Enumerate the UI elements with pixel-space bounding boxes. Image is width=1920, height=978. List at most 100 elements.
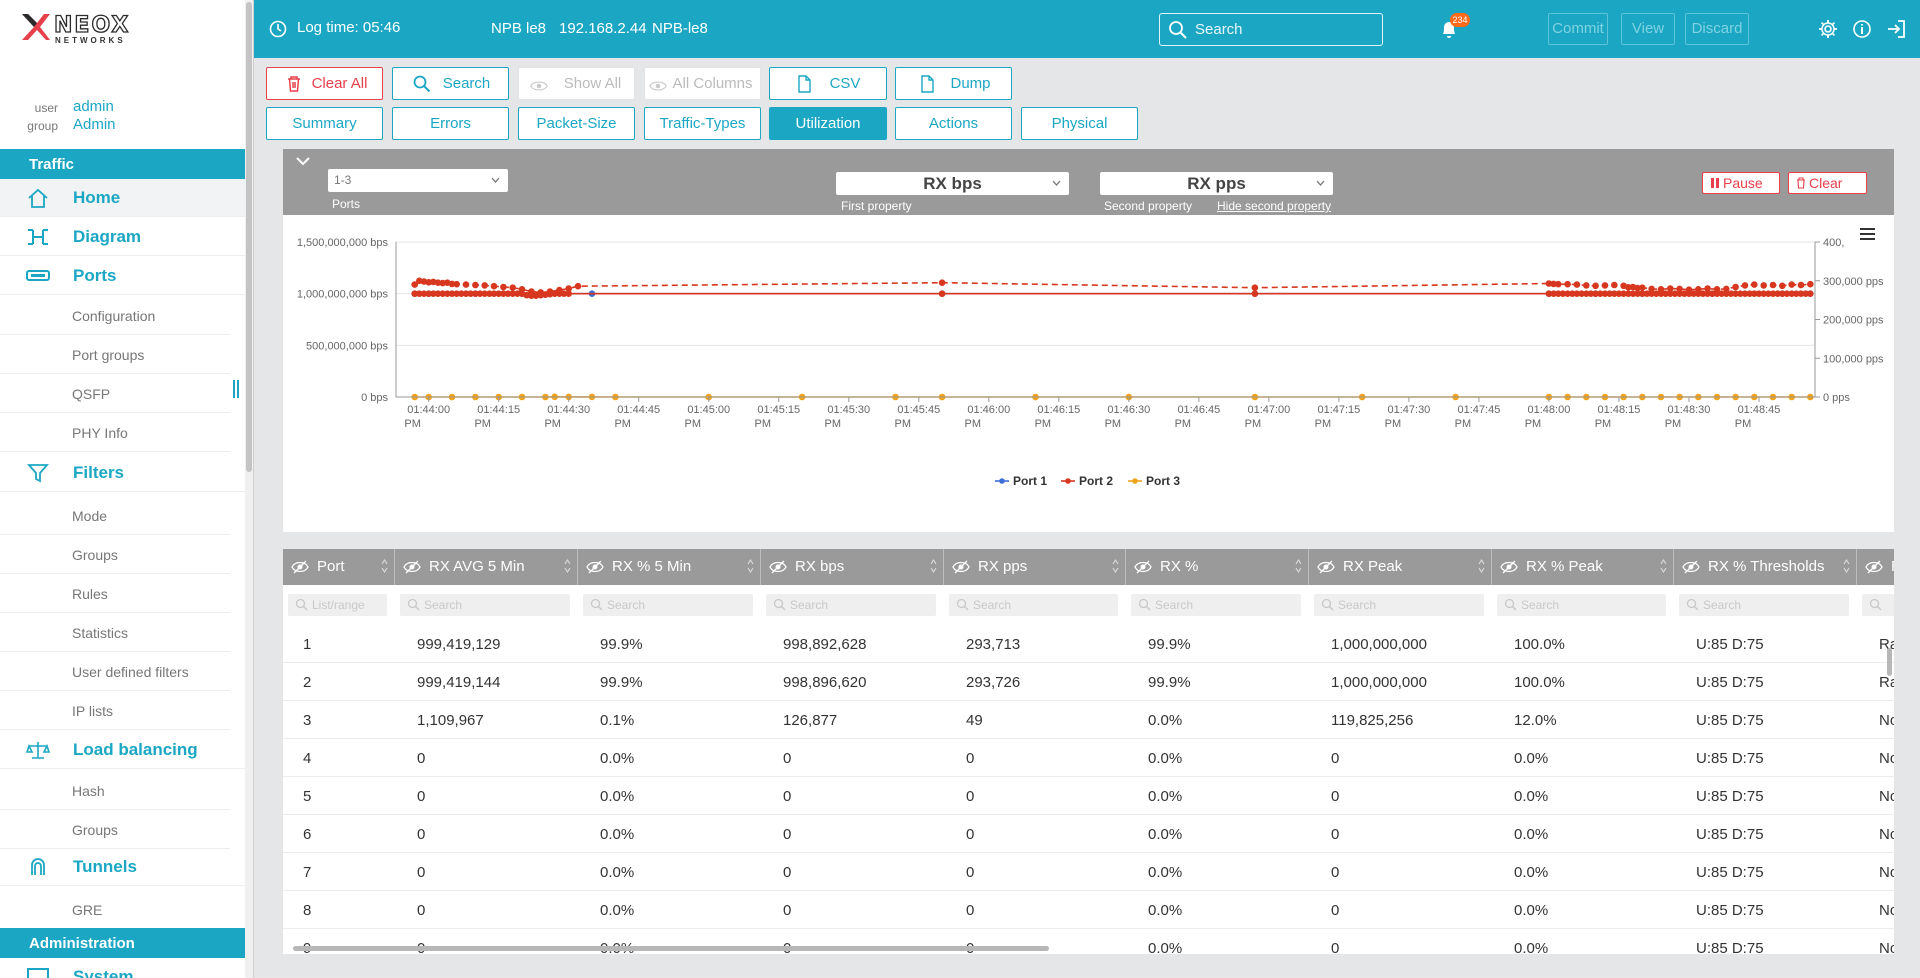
table-row[interactable]: 7 0 0.0% 0 0 0.0% 0 0.0% U:85 D:75 Nor <box>283 853 1894 891</box>
sidebar-item-filters[interactable]: Filters <box>0 454 248 492</box>
chart-clear-button[interactable]: Clear <box>1788 172 1867 194</box>
sort-icon[interactable] <box>564 558 571 574</box>
sidebar-subitem-port-groups[interactable]: Port groups <box>0 335 230 374</box>
show-all-button[interactable]: Show All <box>518 67 635 100</box>
sidebar-scrollbar[interactable] <box>245 0 253 978</box>
tab-physical[interactable]: Physical <box>1021 107 1138 140</box>
table-row[interactable]: 3 1,109,967 0.1% 126,877 49 0.0% 119,825,256 12… <box>283 701 1894 739</box>
column-header[interactable]: RX AVG 5 Min <box>395 549 578 585</box>
sort-icon[interactable] <box>747 558 754 574</box>
sort-icon[interactable] <box>930 558 937 574</box>
notification-badge[interactable]: 234 <box>1450 13 1470 27</box>
tab-errors[interactable]: Errors <box>392 107 509 140</box>
column-filter-input[interactable]: Search <box>1131 594 1301 616</box>
eye-slash-icon[interactable] <box>1317 560 1335 574</box>
csv-button[interactable]: CSV <box>769 67 887 100</box>
table-row[interactable]: 4 0 0.0% 0 0 0.0% 0 0.0% U:85 D:75 Nor <box>283 739 1894 777</box>
eye-slash-icon[interactable] <box>1865 560 1883 574</box>
all-columns-button[interactable]: All Columns <box>644 67 761 100</box>
column-filter-input[interactable]: Search <box>1314 594 1484 616</box>
column-filter-input[interactable]: Search <box>949 594 1118 616</box>
eye-slash-icon[interactable] <box>952 560 970 574</box>
discard-button[interactable]: Discard <box>1685 13 1749 45</box>
sidebar-subitem-mode[interactable]: Mode <box>0 496 230 535</box>
logout-icon[interactable] <box>1886 19 1906 39</box>
column-header[interactable]: RX <box>1857 549 1894 585</box>
info-icon[interactable] <box>1852 19 1872 39</box>
sidebar-subitem-ip-lists[interactable]: IP lists <box>0 691 230 730</box>
sidebar-subitem-lb-groups[interactable]: Groups <box>0 810 230 849</box>
sidebar-item-load-balancing[interactable]: Load balancing <box>0 731 248 769</box>
gear-icon[interactable] <box>1818 19 1838 39</box>
column-header[interactable]: RX pps <box>944 549 1126 585</box>
global-search-input[interactable] <box>1195 14 1379 45</box>
chevron-down-icon[interactable] <box>295 155 311 167</box>
traffic-section-header[interactable]: Traffic <box>0 149 248 179</box>
chart-legend[interactable]: Port 1 Port 2 Port 3 <box>995 474 1180 488</box>
sidebar-subitem-user-defined-filters[interactable]: User defined filters <box>0 652 230 691</box>
dump-button[interactable]: Dump <box>895 67 1012 100</box>
eye-slash-icon[interactable] <box>769 560 787 574</box>
tab-utilization[interactable]: Utilization <box>769 107 887 140</box>
chart-menu-icon[interactable] <box>1860 228 1875 240</box>
hide-second-property-link[interactable]: Hide second property <box>1217 199 1332 213</box>
sidebar-subitem-gre[interactable]: GRE <box>0 890 230 929</box>
commit-button[interactable]: Commit <box>1548 13 1608 45</box>
table-row[interactable]: 2 999,419,144 99.9% 998,896,620 293,726 99.9%… <box>283 663 1894 701</box>
sidebar-item-diagram[interactable]: Diagram <box>0 218 248 256</box>
table-horizontal-scrollbar[interactable] <box>283 944 1894 954</box>
table-row[interactable]: 8 0 0.0% 0 0 0.0% 0 0.0% U:85 D:75 Nor <box>283 891 1894 929</box>
sort-icon[interactable] <box>1478 558 1485 574</box>
user-value[interactable]: admin <box>73 98 114 115</box>
column-header[interactable]: RX % Peak <box>1492 549 1674 585</box>
sort-icon[interactable] <box>1843 558 1850 574</box>
sidebar-subitem-hash[interactable]: Hash <box>0 771 230 810</box>
eye-slash-icon[interactable] <box>586 560 604 574</box>
sidebar-subitem-qsfp[interactable]: QSFP <box>0 374 230 413</box>
sidebar-scrollbar-thumb[interactable] <box>246 2 252 472</box>
sort-icon[interactable] <box>381 558 388 574</box>
sidebar-subitem-groups[interactable]: Groups <box>0 535 230 574</box>
bell-icon[interactable] <box>1440 19 1458 39</box>
column-filter-input[interactable] <box>1862 594 1894 616</box>
search-button[interactable]: Search <box>392 67 509 100</box>
pause-button[interactable]: Pause <box>1702 172 1780 194</box>
column-header[interactable]: RX % 5 Min <box>578 549 761 585</box>
table-vertical-scrollbar-thumb[interactable] <box>1887 648 1892 676</box>
eye-slash-icon[interactable] <box>1500 560 1518 574</box>
tab-summary[interactable]: Summary <box>266 107 383 140</box>
tab-traffic-types[interactable]: Traffic-Types <box>644 107 761 140</box>
sort-icon[interactable] <box>1295 558 1302 574</box>
table-row[interactable]: 1 999,419,129 99.9% 998,892,628 293,713 99.9%… <box>283 625 1894 663</box>
column-filter-input[interactable]: List/range <box>288 594 387 616</box>
sidebar-item-home[interactable]: Home <box>0 179 248 217</box>
view-button[interactable]: View <box>1621 13 1675 45</box>
sidebar-item-tunnels[interactable]: Tunnels <box>0 848 248 886</box>
column-filter-input[interactable]: Search <box>1679 594 1849 616</box>
column-header[interactable]: RX bps <box>761 549 944 585</box>
table-horizontal-scrollbar-thumb[interactable] <box>293 946 1049 951</box>
column-header[interactable]: RX % Thresholds <box>1674 549 1857 585</box>
sort-icon[interactable] <box>1660 558 1667 574</box>
column-filter-input[interactable]: Search <box>583 594 753 616</box>
sidebar-resize-handle[interactable] <box>233 380 239 398</box>
sidebar-subitem-rules[interactable]: Rules <box>0 574 230 613</box>
column-header[interactable]: Port <box>283 549 395 585</box>
column-header[interactable]: RX Peak <box>1309 549 1492 585</box>
tab-packet-size[interactable]: Packet-Size <box>518 107 635 140</box>
eye-slash-icon[interactable] <box>403 560 421 574</box>
sidebar-subitem-phy-info[interactable]: PHY Info <box>0 413 230 452</box>
column-filter-input[interactable]: Search <box>766 594 936 616</box>
eye-slash-icon[interactable] <box>1682 560 1700 574</box>
administration-section-header[interactable]: Administration <box>0 928 248 958</box>
column-filter-input[interactable]: Search <box>1497 594 1666 616</box>
column-filter-input[interactable]: Search <box>400 594 570 616</box>
clear-all-button[interactable]: Clear All <box>266 67 383 100</box>
first-property-select[interactable]: RX bps <box>836 172 1069 195</box>
eye-slash-icon[interactable] <box>291 560 309 574</box>
sidebar-subitem-statistics[interactable]: Statistics <box>0 613 230 652</box>
tab-actions[interactable]: Actions <box>895 107 1012 140</box>
global-search[interactable] <box>1159 13 1383 46</box>
column-header[interactable]: RX % <box>1126 549 1309 585</box>
sort-icon[interactable] <box>1112 558 1119 574</box>
